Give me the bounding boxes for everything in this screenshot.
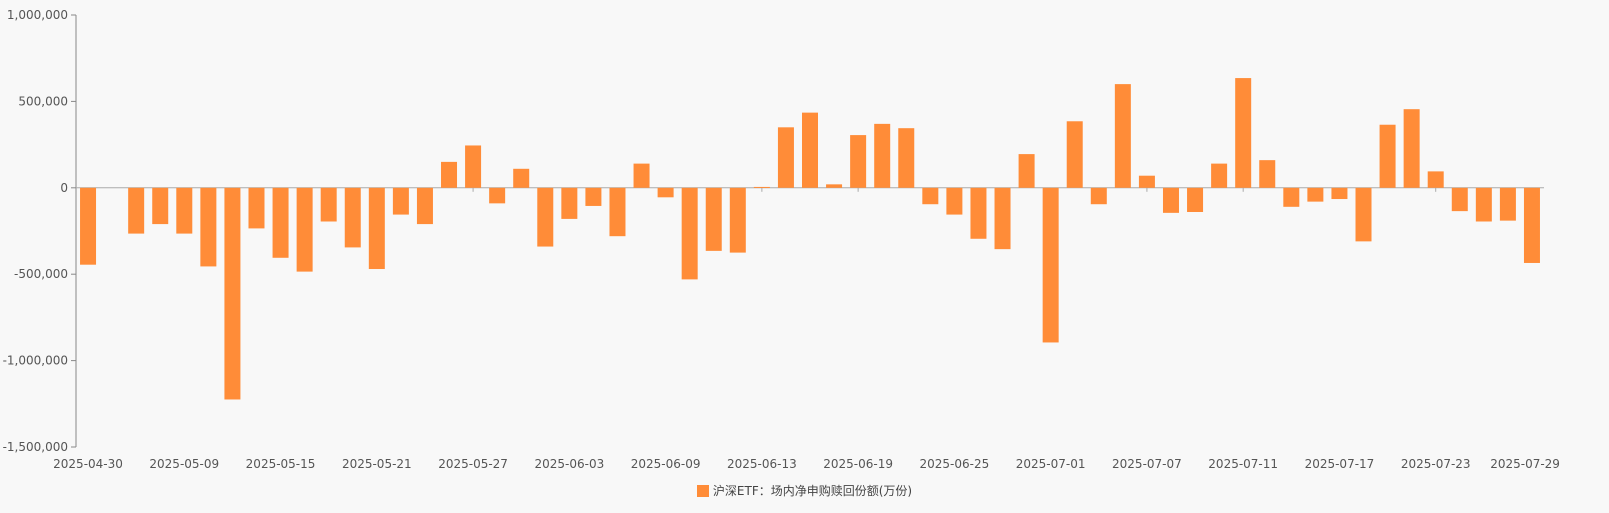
y-tick-label: -1,500,000 <box>3 440 68 454</box>
x-tick-label: 2025-04-30 <box>53 457 123 471</box>
bar <box>826 184 843 188</box>
x-tick-label: 2025-07-01 <box>1016 457 1086 471</box>
bar <box>513 168 530 188</box>
x-tick-label: 2025-07-23 <box>1401 457 1471 471</box>
bar <box>1162 187 1179 213</box>
bar <box>1379 124 1396 188</box>
bar <box>994 187 1011 250</box>
bar <box>368 187 385 270</box>
bar <box>1187 187 1204 212</box>
bar <box>898 128 915 188</box>
y-tick-label: 500,000 <box>18 94 68 108</box>
x-tick-label: 2025-07-11 <box>1208 457 1278 471</box>
y-tick-label: -1,000,000 <box>3 354 68 368</box>
bar <box>850 135 867 188</box>
bar <box>465 145 482 188</box>
y-tick-label: -500,000 <box>14 267 68 281</box>
bar <box>1499 187 1516 221</box>
bar <box>1403 109 1420 188</box>
y-tick-label: 0 <box>60 181 68 195</box>
bar <box>1451 187 1468 212</box>
bar <box>537 187 554 247</box>
x-tick-label: 2025-06-25 <box>920 457 990 471</box>
x-tick-label: 2025-07-07 <box>1112 457 1182 471</box>
bar <box>320 187 337 222</box>
bar <box>489 187 506 204</box>
bar <box>344 187 361 248</box>
x-tick-label: 2025-07-29 <box>1490 457 1560 471</box>
bar <box>176 187 193 234</box>
bar <box>1138 175 1155 188</box>
bar <box>416 187 433 225</box>
bar <box>80 187 97 265</box>
bar <box>681 187 698 280</box>
legend-label: 沪深ETF：场内净申购赎回份额(万份) <box>712 484 913 498</box>
bar <box>705 187 722 251</box>
axes-layer <box>71 14 1544 448</box>
bar <box>1307 187 1324 202</box>
bar <box>970 187 987 239</box>
bar <box>1523 187 1540 263</box>
bar <box>585 187 602 206</box>
x-tick-label: 2025-06-03 <box>534 457 604 471</box>
bar <box>729 187 746 253</box>
x-tick-label: 2025-06-09 <box>631 457 701 471</box>
bar <box>1042 187 1059 343</box>
bars-layer <box>80 78 1540 400</box>
bar <box>561 187 578 219</box>
bar <box>296 187 313 272</box>
x-tick-label: 2025-06-19 <box>823 457 893 471</box>
bar <box>1283 187 1300 207</box>
bar <box>777 127 794 188</box>
y-tick-label: 1,000,000 <box>7 8 68 22</box>
bar <box>1114 84 1131 188</box>
bar <box>392 187 409 215</box>
bar <box>1331 187 1348 200</box>
bar <box>1475 187 1492 222</box>
x-tick-label: 2025-05-09 <box>149 457 219 471</box>
bar <box>441 161 458 188</box>
bar <box>152 187 169 225</box>
bar <box>1066 121 1083 188</box>
bar <box>946 187 963 215</box>
bar <box>272 187 289 258</box>
bar <box>657 187 674 198</box>
bar <box>922 187 939 205</box>
legend[interactable]: 沪深ETF：场内净申购赎回份额(万份) <box>0 482 1609 499</box>
bar <box>1018 154 1035 188</box>
bar <box>1259 160 1276 188</box>
bar <box>874 123 891 188</box>
bar <box>609 187 626 237</box>
bar <box>633 163 650 188</box>
bar <box>224 187 241 400</box>
x-tick-label: 2025-06-13 <box>727 457 797 471</box>
bar <box>248 187 265 229</box>
bar <box>1090 187 1107 205</box>
legend-swatch <box>696 485 709 497</box>
bar <box>1355 187 1372 242</box>
x-tick-label: 2025-05-21 <box>342 457 412 471</box>
bar <box>128 187 145 234</box>
bar <box>802 112 818 188</box>
bar <box>200 187 217 267</box>
x-tick-label: 2025-07-17 <box>1305 457 1375 471</box>
bar <box>1211 163 1228 188</box>
bar <box>753 186 770 188</box>
bar <box>1427 171 1444 188</box>
x-tick-label: 2025-05-27 <box>438 457 508 471</box>
x-tick-label: 2025-05-15 <box>246 457 316 471</box>
labels-layer: 1,000,000 500,000 0 -500,000 -1,000,000 -1,50… <box>3 8 1560 471</box>
bar <box>1235 78 1252 188</box>
